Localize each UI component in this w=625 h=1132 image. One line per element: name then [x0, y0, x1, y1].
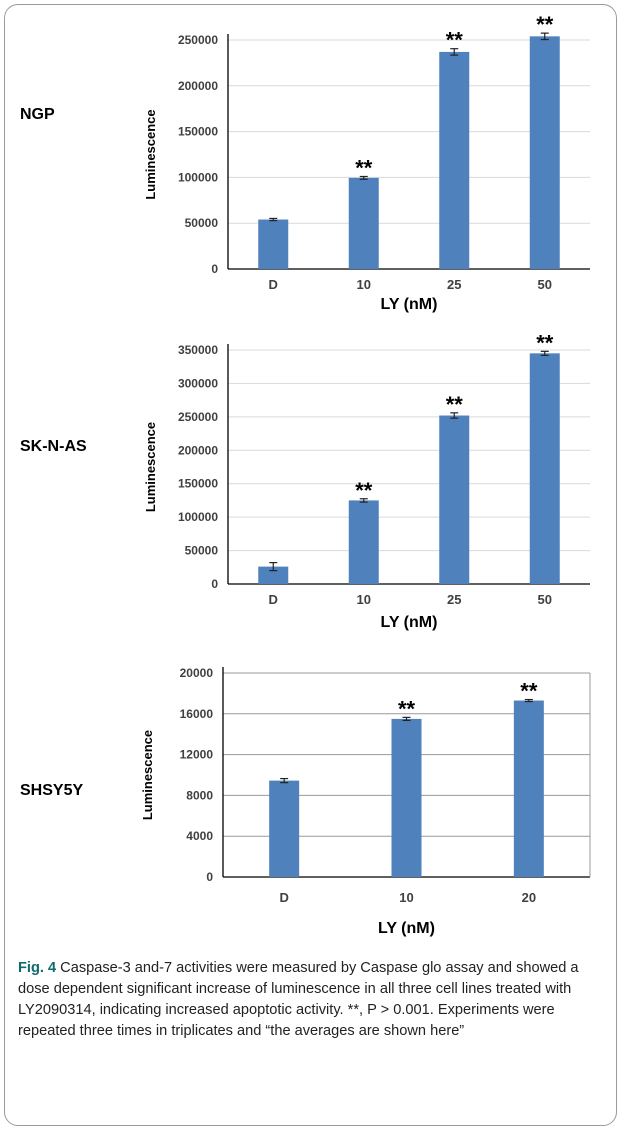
y-tick-label: 200000: [178, 79, 218, 93]
bar: [439, 51, 470, 269]
chart-panel-sk-n-as: SK-N-AS 0 50000 100000 150000 200000 250000 300…: [20, 330, 590, 631]
y-tick-label: 350000: [178, 343, 218, 357]
x-tick-label: 50: [538, 592, 552, 607]
bar: [258, 219, 289, 269]
x-tick-label: D: [279, 890, 288, 905]
chart-panel-ngp: NGP 0 50000 100000 150000 200000 250000 D ** 10 **…: [20, 12, 590, 313]
caption-label: Fig. 4: [18, 960, 57, 976]
significance-marker: **: [446, 392, 464, 417]
y-tick-label: 300000: [178, 376, 218, 390]
y-axis-title: Luminescence: [143, 109, 158, 199]
bar: [348, 177, 379, 269]
y-axis-title: Luminescence: [140, 730, 155, 820]
cell-line-label: SK-N-AS: [20, 438, 87, 455]
x-tick-label: 10: [399, 890, 413, 905]
y-tick-label: 8000: [186, 788, 213, 802]
y-tick-label: 4000: [186, 829, 213, 843]
y-tick-label: 200000: [178, 443, 218, 457]
x-tick-label: 10: [357, 277, 371, 292]
x-axis-title: LY (nM): [381, 614, 438, 631]
y-tick-label: 0: [206, 870, 213, 884]
y-tick-label: 100000: [178, 170, 218, 184]
cell-line-label: SHSY5Y: [20, 782, 83, 799]
significance-marker: **: [398, 696, 416, 721]
x-tick-label: D: [269, 592, 278, 607]
y-tick-label: 150000: [178, 125, 218, 139]
x-tick-label: D: [269, 277, 278, 292]
y-tick-label: 100000: [178, 510, 218, 524]
chart-panel-shsy5y: SHSY5Y 0 4000 8000 12000 16000 20000 D ** 10 ** 20 L…: [20, 666, 591, 937]
y-tick-label: 50000: [185, 544, 219, 558]
bar: [529, 36, 560, 269]
x-axis-title: LY (nM): [378, 920, 435, 937]
significance-marker: **: [355, 478, 373, 503]
y-tick-label: 16000: [180, 707, 214, 721]
x-tick-label: 25: [447, 277, 461, 292]
caption-text: Caspase-3 and-7 activities were measured…: [18, 960, 579, 1039]
y-tick-label: 150000: [178, 477, 218, 491]
bar: [258, 566, 289, 584]
bar: [391, 718, 422, 877]
y-tick-label: 250000: [178, 410, 218, 424]
y-tick-label: 20000: [180, 666, 214, 680]
x-tick-label: 20: [522, 890, 536, 905]
significance-marker: **: [536, 12, 554, 37]
x-tick-label: 25: [447, 592, 461, 607]
bar: [529, 353, 560, 584]
y-tick-label: 0: [211, 577, 218, 591]
y-axis-title: Luminescence: [143, 422, 158, 512]
x-axis-title: LY (nM): [381, 296, 438, 313]
bar: [269, 780, 300, 877]
significance-marker: **: [446, 28, 464, 53]
figure-frame: [4, 4, 617, 1126]
y-tick-label: 12000: [180, 748, 214, 762]
bar: [348, 500, 379, 584]
x-tick-label: 50: [538, 277, 552, 292]
y-tick-label: 50000: [185, 216, 219, 230]
bar: [439, 415, 470, 584]
bar: [513, 700, 544, 877]
significance-marker: **: [520, 679, 538, 704]
figure-caption: Fig. 4 Caspase-3 and-7 activities were m…: [18, 958, 608, 1042]
significance-marker: **: [536, 330, 554, 355]
x-tick-label: 10: [357, 592, 371, 607]
cell-line-label: NGP: [20, 106, 55, 123]
significance-marker: **: [355, 155, 373, 180]
y-tick-label: 0: [211, 262, 218, 276]
y-tick-label: 250000: [178, 33, 218, 47]
